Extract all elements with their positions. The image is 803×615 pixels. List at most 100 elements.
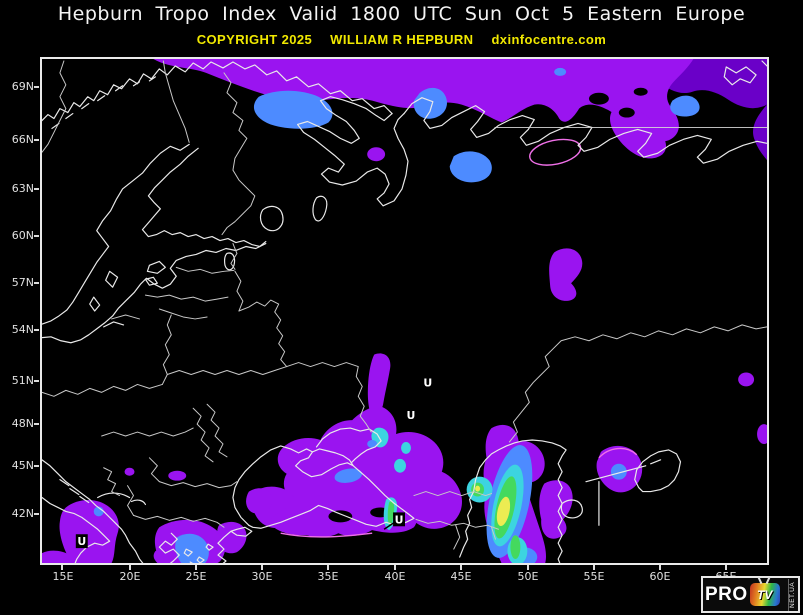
u-marker-bg — [75, 534, 88, 549]
coastline — [59, 479, 90, 504]
tropo-region — [280, 532, 373, 538]
coastline — [141, 147, 267, 248]
u-marker-bg — [404, 408, 417, 423]
u-marker: U — [77, 535, 86, 548]
coastline — [103, 321, 125, 328]
lat-tick — [34, 86, 39, 88]
tropo-region — [449, 151, 492, 183]
lon-tick — [527, 565, 529, 570]
country-border — [111, 314, 140, 320]
tropo-region — [496, 496, 511, 527]
coastline — [295, 448, 354, 478]
tropo-region — [42, 59, 767, 563]
copyright-text: COPYRIGHT 2025 — [196, 32, 313, 47]
coastline — [259, 205, 284, 232]
coastline — [224, 252, 236, 271]
tropo-region — [757, 424, 767, 444]
coastline — [42, 496, 111, 563]
country-border — [144, 294, 229, 302]
lat-label: 48N — [11, 417, 34, 430]
u-marker-bg — [421, 375, 434, 390]
coastline — [217, 526, 253, 544]
lat-label: 69N — [11, 80, 34, 93]
lat-label: 54N — [11, 323, 34, 336]
lon-label: 25E — [185, 570, 207, 583]
coastline — [723, 60, 767, 86]
site-text: dxinfocentre.com — [491, 32, 607, 47]
tropo-region — [610, 107, 667, 159]
tropo-region — [510, 535, 521, 560]
tropo-region — [367, 147, 386, 162]
logo-tv-text: TV — [757, 587, 773, 602]
coastline — [158, 532, 180, 563]
lon-tick — [394, 565, 396, 570]
lat-tick — [34, 188, 39, 190]
tropo-region — [598, 447, 638, 459]
lon-label: 15E — [52, 570, 74, 583]
lat-label: 45N — [11, 459, 34, 472]
copyright-line: COPYRIGHT 2025 WILLIAM R HEPBURN dxinfocen… — [0, 32, 803, 47]
coastline — [89, 270, 119, 312]
lat-tick — [34, 139, 39, 141]
lon-label: 30E — [251, 570, 273, 583]
tropo-region — [334, 468, 363, 483]
coastline — [560, 499, 583, 519]
lat-tick — [34, 282, 39, 284]
tropo-region — [401, 441, 411, 454]
country-border — [175, 266, 235, 274]
u-marker: U — [423, 376, 432, 389]
country-border — [127, 485, 134, 516]
country-border — [230, 243, 238, 270]
lon-tick — [195, 565, 197, 570]
coastline — [585, 465, 647, 526]
coastline — [634, 449, 682, 493]
coastline — [459, 439, 567, 563]
country-border — [286, 362, 372, 433]
coastline — [42, 242, 267, 344]
country-border — [221, 72, 256, 236]
coastline — [42, 60, 767, 563]
tropo-region — [253, 90, 333, 129]
coastline — [42, 459, 144, 563]
lon-label: 60E — [649, 570, 671, 583]
lon-tick — [327, 565, 329, 570]
tropo-region — [475, 485, 481, 492]
coastline — [232, 445, 314, 526]
lon-tick — [725, 565, 727, 570]
logo-netua-text: NET.UA — [788, 578, 796, 611]
tropo-region — [394, 458, 406, 473]
lat-label: 42N — [11, 507, 34, 520]
logo-pro-text: PRO — [705, 584, 748, 605]
tropo-region — [168, 470, 187, 481]
tropo-region — [753, 104, 767, 161]
country-border — [234, 270, 244, 312]
map-frame: U U U U — [40, 57, 769, 565]
tropo-region — [549, 248, 583, 301]
u-marker-bg — [393, 512, 405, 527]
tropo-region — [387, 501, 395, 527]
lat-label: 60N — [11, 229, 34, 242]
country-border — [42, 383, 163, 397]
country-border — [206, 403, 228, 458]
lon-label: 55E — [583, 570, 605, 583]
u-marker: U — [395, 513, 404, 526]
lon-tick — [129, 565, 131, 570]
u-marker: U — [407, 409, 416, 422]
lon-tick — [261, 565, 263, 570]
coastline — [217, 542, 227, 563]
lon-label: 20E — [119, 570, 141, 583]
country-border — [453, 524, 496, 550]
tropo-region — [367, 439, 378, 448]
country-border — [42, 60, 67, 153]
coastline — [312, 195, 328, 222]
tropo-region — [539, 480, 573, 539]
coastline — [42, 61, 393, 122]
tropo-region — [554, 67, 567, 76]
lat-tick — [34, 513, 39, 515]
country-border — [42, 60, 767, 550]
header: Hepburn Tropo Index Valid 1800 UTC Sun O… — [0, 3, 803, 47]
country-border — [508, 324, 767, 443]
coastline — [315, 427, 382, 464]
lat-tick — [34, 329, 39, 331]
country-border — [101, 427, 194, 437]
